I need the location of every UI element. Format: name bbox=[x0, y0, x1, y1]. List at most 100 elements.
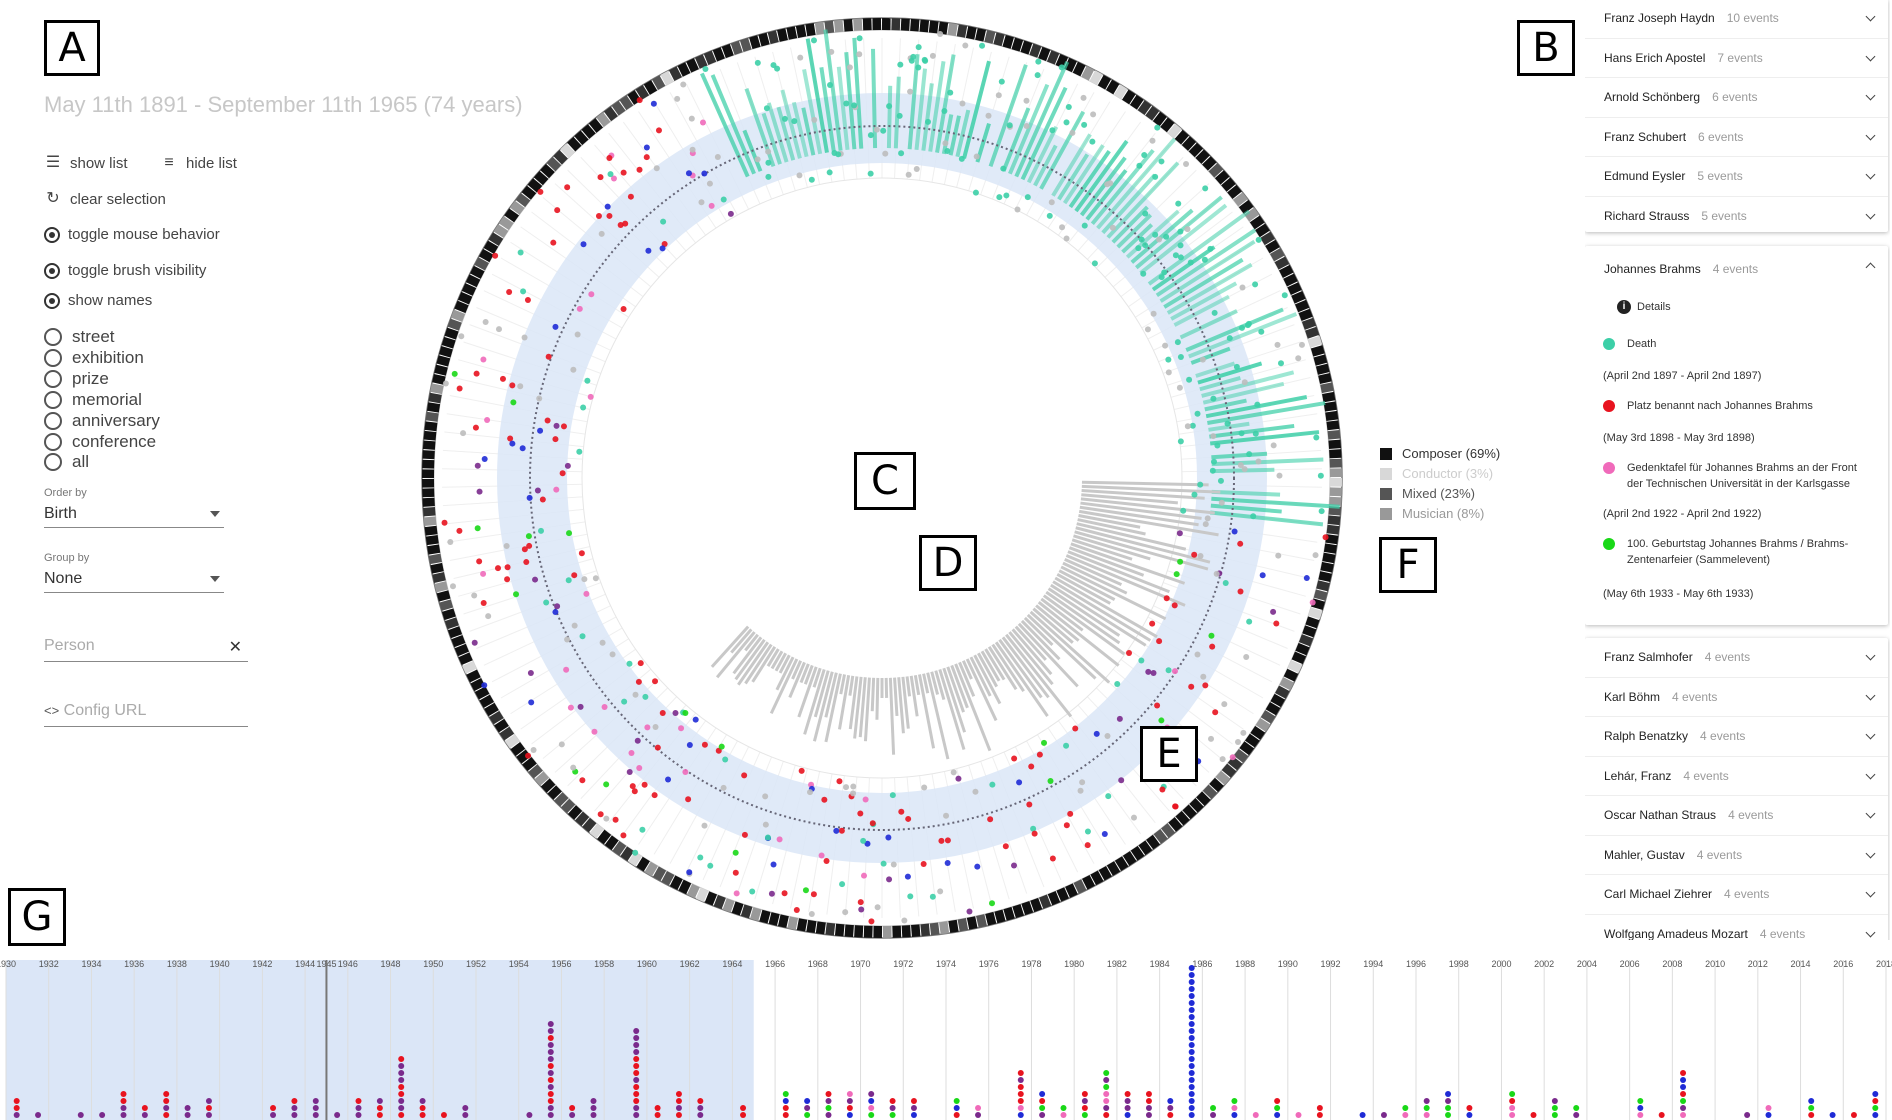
timeline-dot bbox=[633, 1105, 640, 1111]
event-bar bbox=[941, 114, 954, 155]
label-c: C bbox=[854, 452, 916, 510]
filter-anniversary[interactable]: anniversary bbox=[44, 411, 160, 431]
order-by-select[interactable]: Birth bbox=[44, 505, 224, 528]
event-dot bbox=[591, 728, 598, 735]
timeline-dot bbox=[547, 1084, 554, 1090]
timeline-dot bbox=[1103, 1084, 1110, 1090]
person-row[interactable]: Hans Erich Apostel 7 events bbox=[1585, 39, 1888, 78]
person-row[interactable]: Oscar Nathan Straus 4 events bbox=[1585, 796, 1888, 836]
toggle-brush-visibility[interactable]: toggle brush visibility bbox=[44, 262, 206, 279]
filter-conference[interactable]: conference bbox=[44, 432, 156, 452]
show-list-button[interactable]: ☰ show list bbox=[44, 154, 128, 172]
filter-all[interactable]: all bbox=[44, 452, 89, 472]
event-dot bbox=[1188, 683, 1195, 690]
event-bar bbox=[1173, 294, 1230, 327]
legend-conductor[interactable]: Conductor (3%) bbox=[1380, 466, 1493, 481]
timeline-dot bbox=[1316, 1105, 1323, 1111]
person-row[interactable]: Mahler, Gustav 4 events bbox=[1585, 836, 1888, 875]
toggle-mouse-behavior[interactable]: toggle mouse behavior bbox=[44, 226, 220, 243]
legend-mixed[interactable]: Mixed (23%) bbox=[1380, 486, 1475, 501]
legend-musician[interactable]: Musician (8%) bbox=[1380, 506, 1484, 521]
person-row[interactable]: Arnold Schönberg 6 events bbox=[1585, 78, 1888, 118]
timeline-dot bbox=[825, 1091, 832, 1097]
event-dot bbox=[955, 775, 962, 782]
ring-segment bbox=[504, 208, 520, 223]
event-dot bbox=[720, 784, 727, 791]
person-row[interactable]: Franz Salmhofer 4 events bbox=[1585, 638, 1888, 678]
show-names-toggle[interactable]: show names bbox=[44, 292, 152, 309]
event-dot bbox=[1229, 754, 1236, 761]
clear-icon[interactable]: ✕ bbox=[228, 639, 242, 656]
ring-segment bbox=[1320, 561, 1334, 573]
filter-prize[interactable]: prize bbox=[44, 369, 109, 389]
event-dot bbox=[1142, 210, 1149, 217]
ring-segment bbox=[560, 798, 576, 814]
person-row[interactable]: Lehár, Franz 4 events bbox=[1585, 757, 1888, 796]
timeline-dot bbox=[740, 1112, 747, 1118]
person-row[interactable]: Carl Michael Ziehrer 4 events bbox=[1585, 875, 1888, 915]
timeline-dot bbox=[1445, 1091, 1452, 1097]
event-dot bbox=[898, 808, 905, 815]
filter-street[interactable]: street bbox=[44, 327, 115, 347]
timeline-dot bbox=[419, 1105, 426, 1111]
event-dot bbox=[481, 456, 488, 463]
ring-segment bbox=[1003, 906, 1015, 921]
chevron-down-icon bbox=[1865, 927, 1876, 937]
ring-segment bbox=[1320, 382, 1334, 394]
person-row[interactable]: Richard Strauss 5 events bbox=[1585, 197, 1888, 236]
event-dot bbox=[889, 792, 896, 799]
timeline-dot bbox=[1509, 1098, 1516, 1104]
person-row[interactable]: Edmund Eysler 5 events bbox=[1585, 157, 1888, 197]
event-item[interactable]: Death bbox=[1603, 338, 1656, 351]
ring-segment bbox=[1302, 625, 1317, 638]
event-dot bbox=[987, 816, 994, 823]
event-dot bbox=[714, 154, 721, 161]
timeline-dot bbox=[547, 1021, 554, 1027]
details-link[interactable]: i Details bbox=[1617, 300, 1671, 314]
legend-composer[interactable]: Composer (69%) bbox=[1380, 446, 1500, 461]
lifetime-bar bbox=[918, 674, 936, 749]
event-dot bbox=[632, 849, 639, 856]
timeline-year-label: 1964 bbox=[722, 959, 742, 969]
filter-exhibition[interactable]: exhibition bbox=[44, 348, 144, 368]
timeline-dot bbox=[868, 1112, 875, 1118]
person-row[interactable]: Franz Joseph Haydn 10 events bbox=[1585, 0, 1888, 39]
group-by-select[interactable]: None bbox=[44, 570, 224, 593]
event-dot bbox=[898, 150, 905, 157]
timeline-dot bbox=[1744, 1112, 1751, 1118]
event-item[interactable]: 100. Geburtstag Johannes Brahms / Brahms… bbox=[1603, 538, 1848, 551]
timeline-dot bbox=[1188, 1035, 1195, 1041]
person-row[interactable]: Ralph Benatzky 4 events bbox=[1585, 717, 1888, 757]
event-bar bbox=[823, 29, 843, 151]
timeline-dot bbox=[1551, 1105, 1558, 1111]
config-url-field[interactable]: <> Config URL bbox=[44, 702, 248, 727]
event-item[interactable]: Gedenktafel für Johannes Brahms an der F… bbox=[1603, 462, 1857, 475]
clear-selection-button[interactable]: ↻ clear selection bbox=[44, 190, 166, 208]
person-field[interactable]: Person ✕ bbox=[44, 637, 248, 662]
ring-segment bbox=[457, 291, 473, 305]
expanded-person-header[interactable]: Johannes Brahms 4 events bbox=[1585, 246, 1888, 292]
ring-segment bbox=[984, 30, 996, 44]
person-row[interactable]: Karl Böhm 4 events bbox=[1585, 678, 1888, 717]
ring-segment bbox=[612, 840, 627, 856]
hide-list-button[interactable]: ≡ hide list bbox=[160, 154, 237, 172]
ring-segment bbox=[1269, 248, 1285, 262]
event-dot bbox=[1180, 507, 1187, 514]
ring-segment bbox=[730, 40, 743, 55]
ring-segment bbox=[436, 355, 451, 367]
timeline-chart[interactable]: 1930193219341936193819401942194419451946… bbox=[0, 955, 1892, 1120]
event-item[interactable]: Platz benannt nach Johannes Brahms bbox=[1603, 400, 1813, 413]
event-dot bbox=[1202, 682, 1209, 689]
lifetime-bar bbox=[1070, 542, 1186, 585]
event-dot bbox=[941, 107, 948, 114]
ring-segment bbox=[479, 694, 495, 708]
person-row[interactable]: Franz Schubert 6 events bbox=[1585, 118, 1888, 157]
event-dot bbox=[632, 691, 639, 698]
person-row[interactable]: Wolfgang Amadeus Mozart 4 events bbox=[1585, 915, 1888, 940]
timeline-year-label: 1950 bbox=[423, 959, 443, 969]
event-dot bbox=[1048, 199, 1055, 206]
event-dot bbox=[485, 613, 492, 620]
ring-segment bbox=[1227, 756, 1243, 771]
filter-memorial[interactable]: memorial bbox=[44, 390, 142, 410]
event-dot bbox=[1138, 657, 1145, 664]
